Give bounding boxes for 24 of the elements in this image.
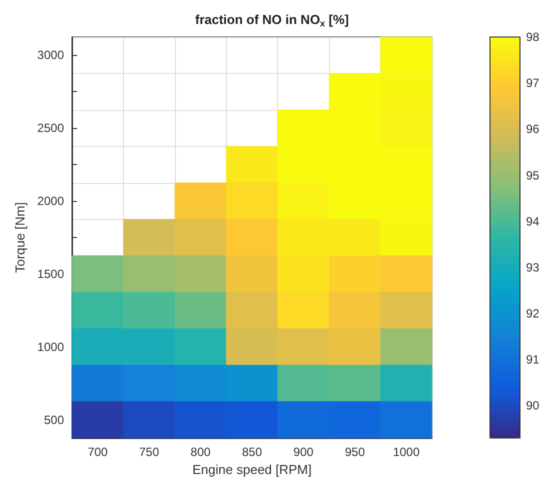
color-bar-label: 97 xyxy=(526,76,540,90)
y-tick-label: 3000 xyxy=(37,48,64,62)
color-bar-label: 96 xyxy=(526,122,540,136)
y-tick-label: 1500 xyxy=(37,266,64,281)
x-tick-label: 900 xyxy=(293,445,314,459)
y-tick-label: 2500 xyxy=(37,121,64,136)
x-tick-label: 1000 xyxy=(392,445,420,459)
x-tick-label: 950 xyxy=(344,445,366,459)
x-tick-label: 800 xyxy=(190,445,211,459)
color-bar-label: 93 xyxy=(526,260,540,274)
x-tick-label: 750 xyxy=(139,445,160,459)
color-bar-label: 90 xyxy=(526,398,540,413)
x-tick-label: 850 xyxy=(242,445,262,459)
color-bar-label: 91 xyxy=(526,352,540,367)
color-bar-label: 98 xyxy=(526,30,540,44)
y-tick-label: 2000 xyxy=(37,194,64,208)
color-bar-label: 94 xyxy=(526,214,540,228)
y-tick-label: 500 xyxy=(44,412,64,427)
x-axis-title: Engine speed [RPM] xyxy=(192,462,312,477)
color-bar-label: 92 xyxy=(526,306,540,321)
x-tick-label: 700 xyxy=(88,445,108,459)
y-tick-label: 1000 xyxy=(37,340,64,354)
y-axis-title: Torque [Nm] xyxy=(12,202,28,273)
color-bar-label: 95 xyxy=(526,168,540,182)
